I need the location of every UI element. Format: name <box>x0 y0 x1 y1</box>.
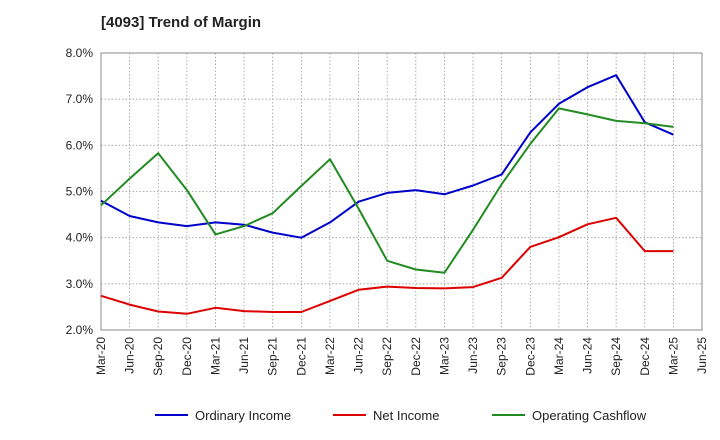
x-tick-label: Dec-24 <box>638 337 652 376</box>
y-tick-label: 8.0% <box>66 46 94 60</box>
x-axis-tick-labels: Mar-20 Jun-20 Sep-20 Dec-20 Mar-21 Jun-21 Sep-… <box>94 337 709 376</box>
x-tick-label: Jun-22 <box>352 337 366 374</box>
series-lines <box>100 74 674 315</box>
x-tick-label: Mar-21 <box>208 337 222 375</box>
x-tick-label: Mar-24 <box>552 337 566 375</box>
x-tick-label: Sep-22 <box>380 337 394 376</box>
x-tick-label: Dec-21 <box>294 337 308 376</box>
x-tick-label: Sep-21 <box>266 337 280 376</box>
series-line-net-income <box>100 216 674 315</box>
x-tick-label: Dec-23 <box>523 337 537 376</box>
y-tick-label: 4.0% <box>66 231 94 245</box>
legend: Ordinary Income Net Income Operating Cashf… <box>155 408 647 423</box>
y-tick-label: 5.0% <box>66 185 94 199</box>
x-tick-label: Sep-23 <box>495 337 509 376</box>
x-tick-label: Jun-23 <box>466 337 480 374</box>
x-tick-label: Mar-20 <box>94 337 108 375</box>
x-tick-label: Sep-24 <box>609 337 623 376</box>
x-tick-label: Mar-22 <box>323 337 337 375</box>
series-line-operating-cashflow <box>100 107 674 274</box>
plot-area-frame <box>100 52 703 331</box>
x-tick-label: Jun-21 <box>237 337 251 374</box>
x-tick-label: Sep-20 <box>151 337 165 376</box>
y-axis-tick-labels: 2.0% 3.0% 4.0% 5.0% 6.0% 7.0% 8.0% <box>66 46 94 337</box>
legend-label-net-income: Net Income <box>373 408 439 423</box>
x-tick-label: Jun-24 <box>581 337 595 374</box>
x-tick-label: Dec-20 <box>180 337 194 376</box>
legend-label-operating-cashflow: Operating Cashflow <box>532 408 647 423</box>
x-tick-label: Jun-20 <box>123 337 137 374</box>
x-tick-label: Jun-25 <box>695 337 709 374</box>
series-line-ordinary-income <box>100 74 674 239</box>
y-tick-label: 2.0% <box>66 323 94 337</box>
legend-label-ordinary-income: Ordinary Income <box>195 408 291 423</box>
y-tick-label: 7.0% <box>66 92 94 106</box>
y-tick-label: 3.0% <box>66 277 94 291</box>
y-tick-label: 6.0% <box>66 138 94 152</box>
x-tick-label: Dec-22 <box>409 337 423 376</box>
grid-lines <box>101 53 702 330</box>
x-tick-label: Mar-23 <box>437 337 451 375</box>
x-tick-label: Mar-25 <box>666 337 680 375</box>
chart-title: [4093] Trend of Margin <box>101 14 262 31</box>
